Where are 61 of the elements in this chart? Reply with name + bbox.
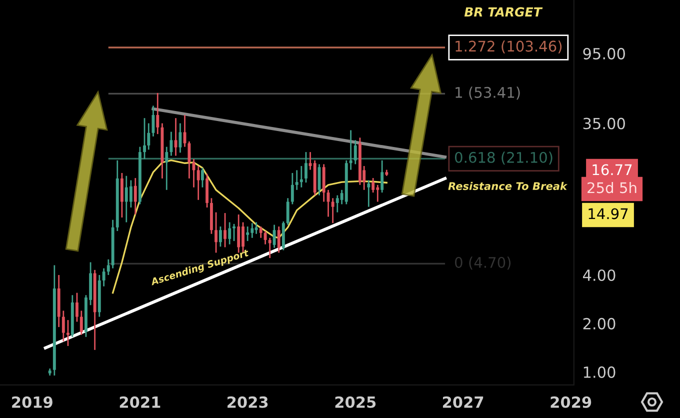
x-tick-label: 2021 [120, 396, 160, 408]
candlestick [218, 226, 222, 248]
candlestick [143, 117, 146, 160]
candlestick [268, 237, 272, 259]
candlestick [380, 160, 384, 194]
text: 25d 5h [588, 182, 636, 194]
candlestick [196, 165, 200, 201]
x-tick-label: 2025 [335, 396, 376, 408]
text: 16.77 [592, 164, 632, 176]
candlestick [277, 226, 280, 254]
candlestick [188, 140, 191, 180]
candlestick [80, 310, 83, 336]
annotation: Resistance To Break [448, 182, 568, 190]
candlestick [224, 212, 226, 248]
candlestick [300, 165, 303, 188]
candlestick [295, 169, 298, 191]
line-series [112, 160, 388, 294]
candlestick [178, 122, 182, 154]
ref-line-label: 0.618 (21.10) [454, 152, 552, 165]
y-tick-label: 1.00 [584, 366, 616, 378]
y-tick-label: 2.00 [583, 318, 616, 330]
candlestick [156, 92, 160, 135]
x-tick-label: 2023 [228, 396, 268, 408]
y-tick-label: 4.00 [583, 269, 616, 282]
candlestick [152, 105, 155, 138]
candlestick [62, 310, 65, 342]
candlestick [367, 180, 370, 208]
candlestick [120, 172, 124, 218]
candlestick [232, 223, 236, 242]
candlestick [286, 197, 290, 226]
candlestick [66, 319, 70, 347]
annotation: BR TARGET [464, 7, 543, 17]
candlestick [170, 131, 173, 156]
candlestick [102, 268, 106, 288]
candlestick [304, 151, 308, 184]
y-tick-label: 95.00 [583, 48, 625, 60]
x-tick-label: 2019 [12, 396, 52, 408]
candlestick [264, 230, 267, 246]
candlestick [372, 177, 375, 194]
candlestick [200, 167, 204, 188]
candlestick [76, 292, 78, 322]
candlestick [129, 180, 132, 208]
x-tick-label: 2027 [442, 396, 484, 408]
candlestick [165, 146, 168, 191]
text: 14.97 [588, 208, 628, 220]
candlestick [331, 197, 334, 224]
y-tick-label: 35.00 [583, 118, 625, 130]
candlestick [106, 258, 110, 276]
candlestick [354, 139, 357, 165]
candlestick [134, 177, 137, 216]
candlestick [246, 226, 250, 242]
ref-line-label: 1.272 (103.46) [456, 40, 562, 54]
candlestick [290, 172, 294, 205]
candlestick [147, 122, 150, 150]
candlestick [228, 222, 232, 246]
candlestick [259, 226, 262, 239]
candlestick [349, 130, 352, 170]
ref-line-label: 1 (53.41) [456, 86, 520, 100]
candlestick [254, 222, 258, 235]
candlestick [272, 224, 276, 248]
x-tick-label: 2029 [550, 396, 592, 408]
